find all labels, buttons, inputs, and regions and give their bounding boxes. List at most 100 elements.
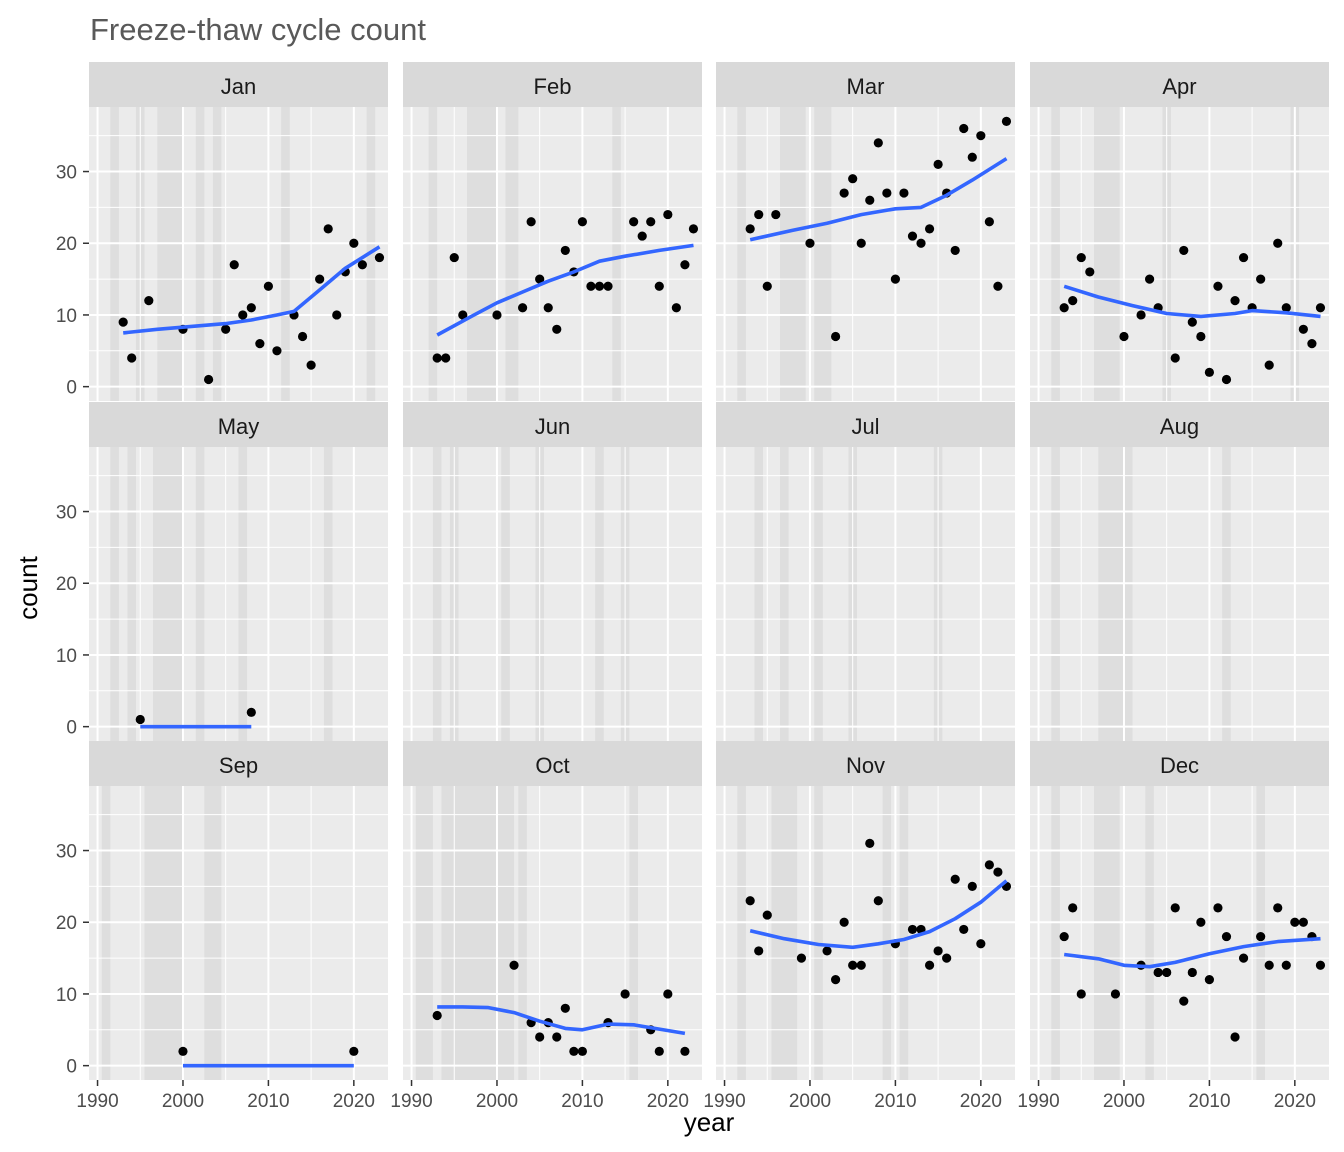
data-point [984,217,994,227]
shaded-year-band [281,107,290,401]
facet-strip-label: Aug [1160,414,1199,439]
shaded-year-band [629,786,638,1080]
data-point [1230,1032,1240,1042]
shaded-year-band [1051,786,1060,1080]
shaded-year-band [323,447,333,741]
shaded-year-band [428,107,438,401]
x-tick-label: 2010 [1188,1091,1230,1112]
data-point [1221,374,1232,385]
shaded-year-band [195,447,205,741]
data-point [569,1046,579,1056]
y-tick-label: 20 [56,913,77,934]
data-point [1213,281,1223,291]
x-tick-label: 2000 [476,1091,518,1112]
panel-background [1030,447,1329,741]
data-point [831,331,841,342]
smooth-trend-line [436,243,694,337]
facet-strip-label: Jan [221,74,256,99]
data-point [1298,324,1308,334]
data-point [1307,339,1317,349]
data-point [654,281,664,291]
data-point [959,924,969,935]
data-point [680,1046,690,1056]
data-point [297,331,308,342]
shaded-year-band [157,107,183,401]
data-point [1230,296,1240,306]
data-point [1298,917,1308,927]
smooth-trend-line [437,1005,686,1036]
data-point [865,195,875,205]
facet-strip [716,402,1015,447]
data-point [432,353,442,363]
data-point [654,1046,664,1056]
shaded-year-band [204,786,222,1080]
data-point [552,324,562,334]
facet-panel-dec: Dec 1990 2000 2010 2020 [1017,741,1329,1112]
facet-strip [716,62,1015,107]
facet-strip [89,62,388,107]
data-point [1076,252,1086,263]
data-point [933,159,943,169]
facet-panel-jul: Jul [716,402,1015,741]
y-tick-label: 10 [56,985,77,1006]
x-tick-label: 2020 [1274,1091,1316,1112]
y-tick-label: 30 [56,503,77,524]
data-point [950,874,960,884]
data-point [1204,367,1214,377]
data-point [865,838,875,848]
data-point [950,245,960,256]
shaded-year-band [127,447,136,741]
facet-strip-label: Jul [851,414,879,439]
data-point [762,281,772,291]
data-point [509,960,519,970]
x-tick-label: 2000 [1103,1091,1145,1112]
data-point [796,953,807,963]
shaded-year-band [1051,447,1060,741]
shaded-year-band [101,786,111,1080]
shaded-year-band [415,786,433,1080]
shaded-year-band [882,786,892,1080]
facet-strip-label: May [218,414,260,439]
data-point [432,1010,442,1021]
facet-panel-feb: Feb [403,62,702,401]
data-point [993,281,1003,291]
data-point [976,939,986,949]
shaded-year-band [467,107,497,401]
data-point [848,960,858,970]
facet-strip [403,402,702,447]
data-point [1290,917,1300,927]
data-point [586,281,596,291]
x-tick-label: 2010 [247,1091,289,1112]
shaded-year-band [737,107,746,401]
data-point [135,714,145,725]
data-point [959,123,969,134]
data-point [204,374,214,385]
data-point [221,324,231,334]
y-tick-label: 30 [56,163,77,184]
data-point [890,274,901,284]
data-point [1281,303,1291,313]
data-point [306,360,316,370]
facet-panel-sep: Sep 0 10 20 30 1990 2000 2010 2020 [56,741,388,1112]
facet-strip-label: Dec [1160,753,1199,778]
shaded-year-band [1098,447,1133,741]
data-point [560,245,570,256]
data-point [1068,296,1078,306]
data-point [848,174,858,184]
data-point [441,353,451,363]
data-point [526,217,536,227]
shaded-year-band [195,107,205,401]
y-tick-label: 20 [56,574,77,595]
data-point [629,217,639,227]
shaded-year-band [144,786,183,1080]
facet-strip [1030,402,1329,447]
data-point [535,274,545,284]
facet-strip [89,741,388,786]
data-point [315,274,325,284]
data-point [1179,245,1189,256]
data-point [1281,960,1291,970]
x-tick-label: 2020 [647,1091,689,1112]
x-tick-label: 1990 [76,1091,118,1112]
data-point [1264,960,1274,970]
data-point [663,209,673,220]
